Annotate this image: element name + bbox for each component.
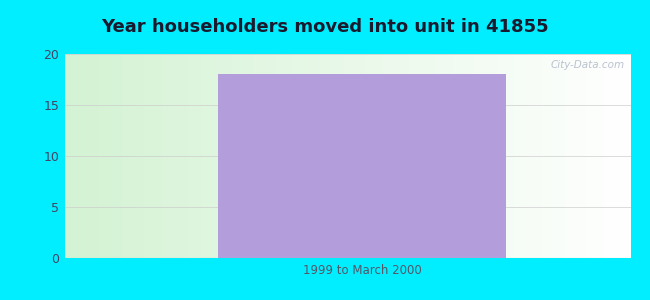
- Text: Year householders moved into unit in 41855: Year householders moved into unit in 418…: [101, 18, 549, 36]
- Text: City-Data.com: City-Data.com: [551, 60, 625, 70]
- Bar: [218, 74, 506, 258]
